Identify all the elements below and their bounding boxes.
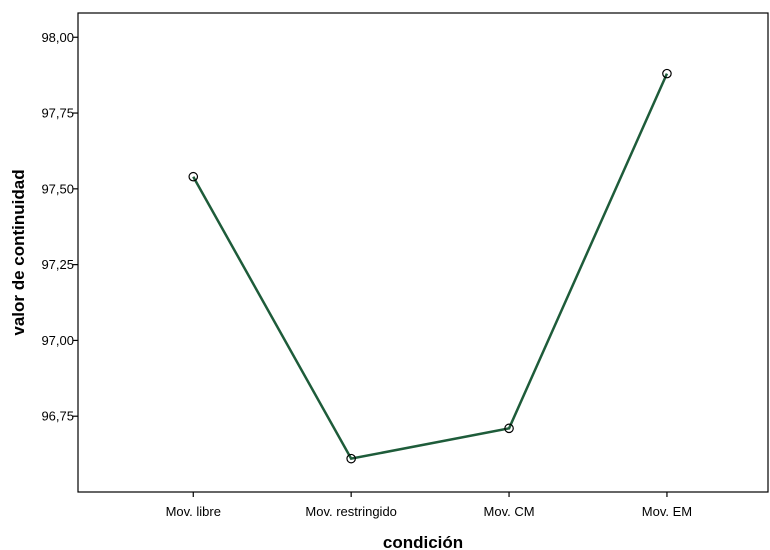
data-point xyxy=(504,423,514,434)
x-axis-title: condición xyxy=(383,533,463,550)
y-axis: 96,75 97,00 97,25 97,50 97,75 98,00 xyxy=(41,30,78,424)
data-point xyxy=(662,68,672,79)
y-axis-title: valor de continuidad xyxy=(9,169,28,335)
series-line xyxy=(192,73,669,461)
data-points xyxy=(188,68,672,464)
x-tick-label: Mov. CM xyxy=(484,504,535,519)
x-tick-label: Mov. EM xyxy=(642,504,692,519)
y-tick-label: 98,00 xyxy=(41,30,74,45)
y-tick-label: 96,75 xyxy=(41,409,74,424)
data-point xyxy=(188,171,199,182)
x-axis: Mov. libre Mov. restringido Mov. CM Mov. EM xyxy=(166,492,692,519)
y-tick-label: 97,25 xyxy=(41,257,74,272)
x-tick-label: Mov. libre xyxy=(166,504,221,519)
y-tick-label: 97,00 xyxy=(41,333,74,348)
plot-frame xyxy=(77,12,769,493)
y-tick-label: 97,50 xyxy=(41,181,74,196)
data-point xyxy=(346,453,356,464)
y-tick-label: 97,75 xyxy=(41,106,74,121)
x-tick-label: Mov. restringido xyxy=(305,504,397,519)
